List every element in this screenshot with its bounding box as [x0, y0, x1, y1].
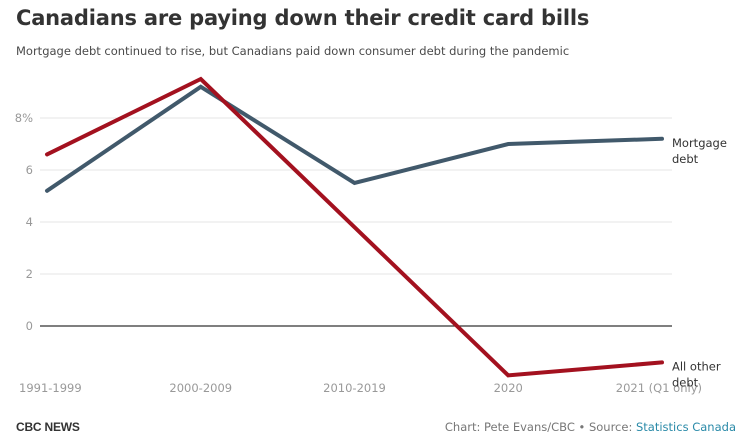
x-tick-label: 1991-1999 — [19, 381, 82, 395]
series-label: All other — [672, 359, 721, 373]
credit-text: Chart: Pete Evans/CBC • Source: — [444, 420, 636, 434]
x-tick-label: 2010-2019 — [323, 381, 386, 395]
y-axis-ticks: 0 2 4 6 8% — [15, 111, 33, 333]
series-lines — [45, 76, 664, 378]
chart-title: Canadians are paying down their credit c… — [16, 6, 590, 30]
mortgage-debt-line — [45, 84, 664, 193]
x-axis-ticks: 1991-1999 2000-2009 2010-2019 2020 2021 (Q1 … — [19, 381, 702, 395]
gridlines — [40, 117, 672, 327]
series-label: debt — [672, 152, 699, 166]
series-label: Mortgage — [672, 136, 727, 150]
x-tick-label: 2000-2009 — [169, 381, 232, 395]
y-tick-label: 8% — [15, 111, 33, 125]
chart-credit: Chart: Pete Evans/CBC • Source: Statisti… — [445, 420, 736, 434]
source-link[interactable]: Statistics Canada — [636, 420, 736, 434]
y-tick-label: 0 — [26, 319, 33, 333]
series-labels: Mortgage debt All other debt — [672, 136, 727, 390]
x-tick-label: 2020 — [494, 381, 523, 395]
y-tick-label: 6 — [26, 163, 33, 177]
series-label: debt — [672, 375, 699, 389]
y-tick-label: 4 — [26, 215, 33, 229]
cbc-news-logo: CBC NEWS — [16, 420, 80, 434]
y-tick-label: 2 — [26, 267, 33, 281]
chart-subtitle: Mortgage debt continued to rise, but Can… — [16, 44, 570, 58]
x-tick-label: 2021 (Q1 only) — [616, 381, 702, 395]
